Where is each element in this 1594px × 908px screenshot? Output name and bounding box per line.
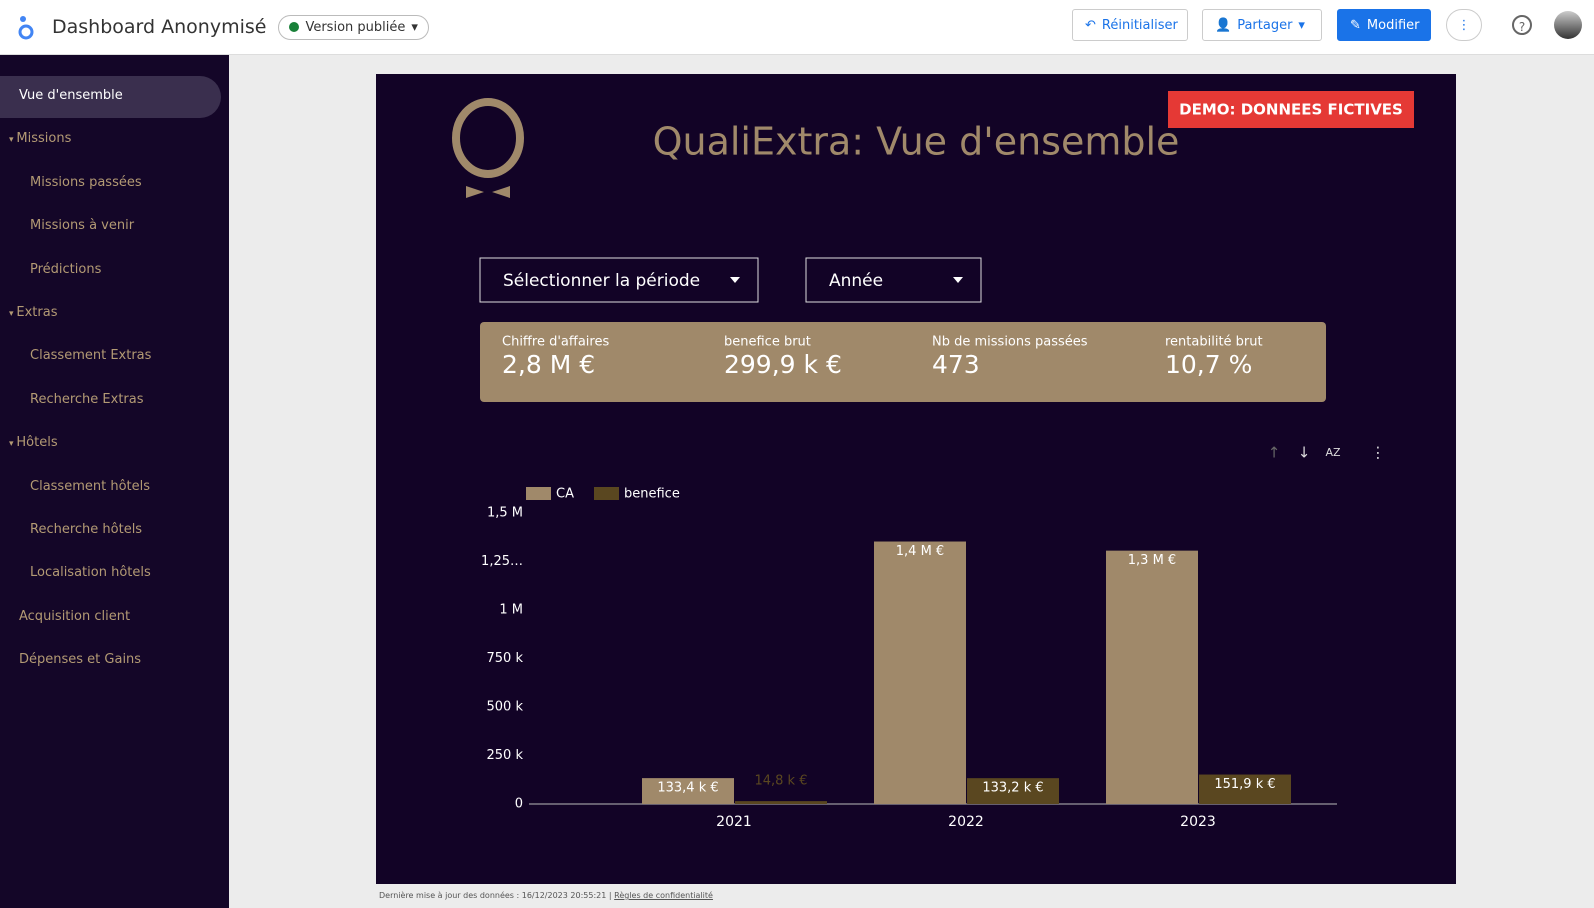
nav-item[interactable]: Dépenses et Gains [19, 652, 141, 667]
bar [1199, 774, 1291, 804]
logo [18, 16, 34, 40]
more-button[interactable]: ⋮ [1446, 9, 1482, 41]
nav-label: Dépenses et Gains [19, 652, 142, 668]
sidebar: Vue d'ensemble ▾ Missions Missions passées… [0, 55, 229, 908]
bar [874, 541, 966, 804]
x-tick-label: 2021 [716, 814, 752, 830]
dropdown-arrow [953, 277, 963, 283]
nav-label: Missions [16, 131, 72, 147]
nav-item[interactable]: Vue d'ensemble [19, 88, 123, 103]
nav-item[interactable]: Classement Extras [30, 348, 151, 363]
badge-text: DEMO: DONNEES FICTIVES [1179, 101, 1403, 119]
filter-label: Sélectionner la période [503, 271, 700, 291]
avatar[interactable] [1554, 11, 1582, 39]
edit-button[interactable]: ✎ Modifier [1337, 9, 1431, 41]
reset-label: Réinitialiser [1101, 17, 1178, 33]
value-label: 1,4 M € [896, 544, 944, 559]
value-label: 133,2 k € [982, 781, 1043, 796]
bar [642, 778, 734, 804]
value-label: 151,9 k € [1214, 777, 1275, 792]
nav-item[interactable]: Classement hôtels [30, 479, 150, 494]
kpi-label: rentabilité brut [1165, 335, 1263, 350]
nav-item[interactable]: Localisation hôtels [30, 565, 151, 580]
nav-label: Missions passées [30, 174, 142, 190]
value-label: 133,4 k € [657, 781, 718, 796]
y-tick-label: 1 M [499, 603, 523, 618]
dropdown-arrow [730, 277, 740, 283]
status-pill[interactable]: Version publiée ▾ [278, 14, 429, 40]
brand-logo [452, 98, 524, 198]
kpi-value: 10,7 % [1165, 350, 1252, 379]
nav-label: Classement Extras [30, 348, 152, 364]
updated: Dernière mise à jour des données : 16/12… [379, 891, 607, 900]
bar [967, 778, 1059, 804]
kpi-value: 2,8 M € [502, 350, 595, 379]
legend-label: benefice [624, 487, 680, 502]
bar [1106, 550, 1198, 804]
nav-item[interactable]: Acquisition client [19, 609, 130, 624]
y-tick-label: 1,25… [481, 554, 523, 569]
bar [735, 801, 827, 804]
share-button[interactable]: 👤 Partager ▾ [1202, 9, 1322, 41]
chart-menu: ⋮ [1371, 444, 1386, 462]
legend-label: CA [556, 487, 574, 502]
nav-label: Missions à venir [30, 218, 135, 234]
nav-label: Acquisition client [19, 608, 131, 624]
filter-box[interactable] [479, 257, 759, 303]
filter-label: Année [829, 271, 883, 291]
nav-label: Extras [16, 305, 58, 320]
x-tick-label: 2023 [1180, 814, 1216, 830]
y-tick-label: 500 k [487, 700, 524, 715]
status: Version publiée [305, 19, 406, 35]
kpi-value: 299,9 k € [724, 350, 842, 379]
nav-item[interactable]: ▾ Missions [9, 131, 72, 147]
nav-label: Recherche hôtels [30, 522, 143, 537]
nav-label: Recherche Extras [30, 391, 144, 407]
nav-item[interactable]: Recherche Extras [30, 392, 144, 407]
legend-swatch [594, 487, 619, 500]
active-highlight [0, 76, 221, 118]
dashboard-title: Dashboard Anonymisé [52, 16, 267, 38]
sort-up: ↑ [1268, 444, 1281, 462]
nav-label: Vue d'ensemble [19, 88, 123, 103]
legend-swatch [526, 487, 551, 500]
nav-item[interactable]: ▾ Extras [9, 305, 58, 320]
reset-button[interactable]: ↶ Réinitialiser [1072, 9, 1188, 41]
nav-item[interactable]: ▾ Hôtels [9, 435, 58, 451]
y-tick-label: 0 [515, 797, 523, 812]
y-tick-label: 250 k [487, 748, 524, 763]
kpi-label: Chiffre d'affaires [502, 335, 609, 350]
sort-az: AZ [1325, 446, 1341, 459]
top-bar: Dashboard Anonymisé Version publiée ▾ ↶ … [0, 0, 1594, 55]
help-button[interactable]: ? [1512, 15, 1532, 35]
nav-item[interactable]: Recherche hôtels [30, 522, 142, 537]
nav-label: Classement hôtels [30, 478, 151, 494]
y-tick-label: 750 k [487, 651, 524, 666]
x-tick-label: 2022 [948, 814, 984, 830]
filter-box[interactable] [805, 257, 982, 303]
demo-badge [1168, 91, 1414, 128]
report: DEMO: DONNEES FICTIVES QualiExtra: Vue d… [376, 74, 1456, 884]
nav-item[interactable]: Missions à venir [30, 218, 134, 233]
nav-label: Hôtels [16, 435, 58, 451]
footer: Dernière mise à jour des données : 16/12… [379, 891, 713, 900]
kpi-box [480, 322, 1326, 402]
kpi-label: benefice brut [724, 335, 811, 350]
sort-down: ↓ [1298, 444, 1311, 462]
kpi-value: 473 [932, 350, 980, 379]
kpi-label: Nb de missions passées [932, 335, 1088, 350]
share-label: Partager [1237, 17, 1293, 33]
edit-label: Modifier [1366, 17, 1420, 33]
report-title: QualiExtra: Vue d'ensemble [653, 120, 1180, 164]
nav-item[interactable]: Missions passées [30, 175, 142, 190]
y-tick-label: 1,5 M [487, 506, 523, 521]
nav-label: Localisation hôtels [30, 565, 151, 581]
value-label: 1,3 M € [1128, 553, 1176, 568]
value-label: 14,8 k € [754, 774, 807, 789]
nav-item[interactable]: Prédictions [30, 262, 101, 277]
nav-label: Prédictions [30, 261, 102, 277]
privacy-link[interactable]: Règles de confidentialité [614, 891, 713, 900]
